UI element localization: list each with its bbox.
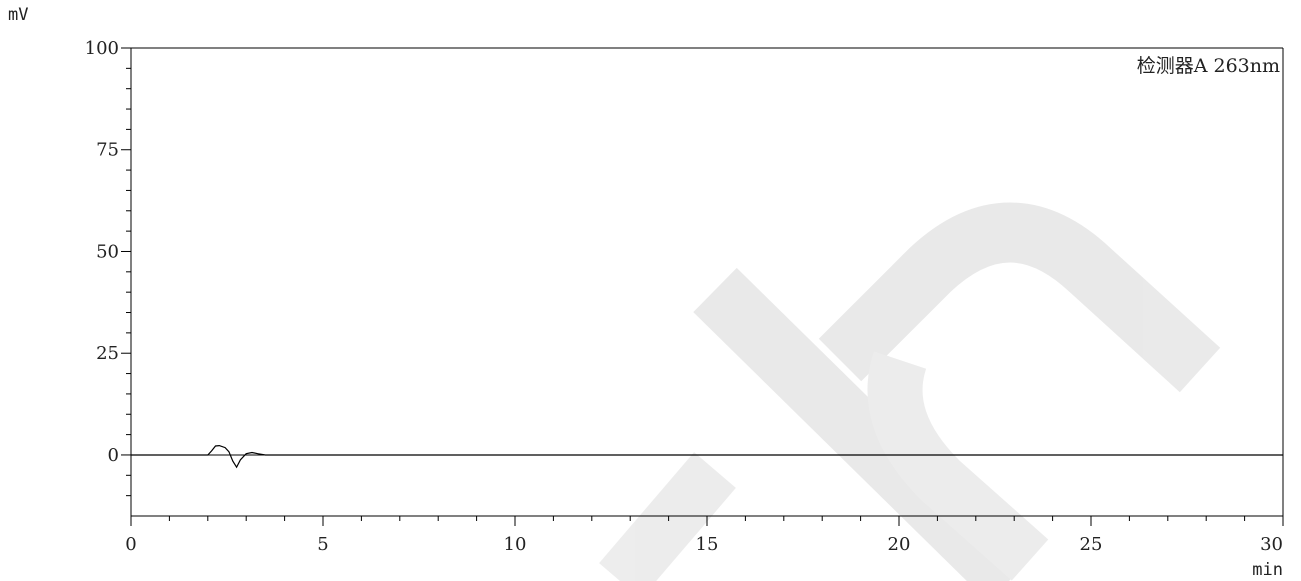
y-tick-label: 0 (108, 445, 119, 466)
watermark-logo (599, 202, 1221, 581)
x-ticks: 0 5 10 15 20 25 30 (125, 516, 1284, 555)
x-axis-unit: min (1252, 560, 1283, 580)
y-tick-label: 100 (85, 38, 119, 59)
chromatogram-trace (131, 444, 1283, 469)
x-tick-label: 30 (1260, 534, 1283, 555)
y-tick-label: 75 (96, 140, 119, 161)
x-tick-label: 5 (317, 534, 328, 555)
x-tick-label: 25 (1080, 534, 1103, 555)
detector-annotation: 检测器A 263nm (1137, 55, 1280, 77)
x-tick-label: 10 (504, 534, 527, 555)
y-axis-unit: mV (8, 5, 28, 25)
y-tick-label: 25 (96, 343, 119, 364)
x-tick-label: 15 (696, 534, 719, 555)
y-tick-label: 50 (96, 241, 119, 262)
x-tick-label: 20 (888, 534, 911, 555)
y-ticks: 0 25 50 75 100 (85, 38, 131, 497)
x-tick-label: 0 (125, 534, 136, 555)
